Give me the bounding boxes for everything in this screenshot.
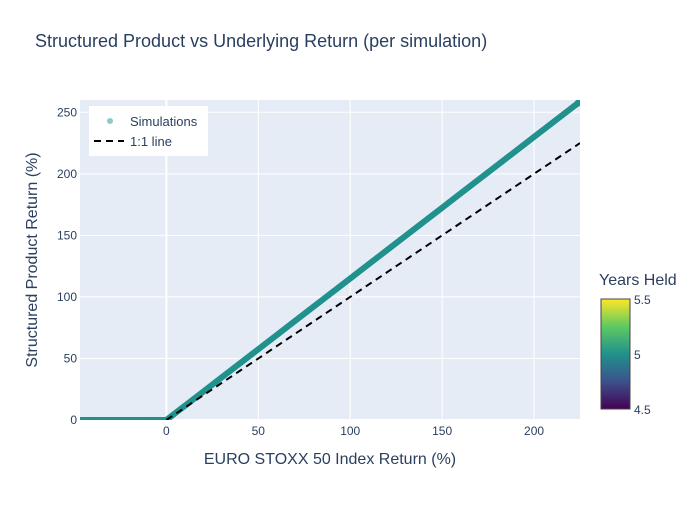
plot-data xyxy=(80,100,580,420)
legend-box xyxy=(89,106,208,156)
y-tick-label: 250 xyxy=(57,105,77,119)
y-tick-label: 50 xyxy=(64,351,78,365)
y-tick-label: 100 xyxy=(57,290,77,304)
x-tick-label: 0 xyxy=(163,424,170,438)
reference-line-1to1 xyxy=(165,142,580,420)
colorbar-tick-label: 5 xyxy=(634,348,641,362)
legend-label-simulations: Simulations xyxy=(130,114,198,129)
x-tick-label: 150 xyxy=(432,424,452,438)
y-tick-label: 150 xyxy=(57,228,77,242)
x-tick-label: 50 xyxy=(252,424,266,438)
chart-title: Structured Product vs Underlying Return … xyxy=(35,31,488,51)
colorbar-title: Years Held xyxy=(599,272,677,289)
legend-label-1to1: 1:1 line xyxy=(130,134,172,149)
y-tick-label: 0 xyxy=(70,413,77,427)
colorbar xyxy=(600,298,631,410)
x-axis-title: EURO STOXX 50 Index Return (%) xyxy=(204,451,456,468)
y-tick-label: 200 xyxy=(57,167,77,181)
legend-marker-simulations xyxy=(107,118,113,124)
y-axis-title: Structured Product Return (%) xyxy=(24,152,41,367)
x-tick-label: 100 xyxy=(340,424,360,438)
x-tick-label: 200 xyxy=(524,424,544,438)
simulation-point xyxy=(574,100,580,107)
colorbar-tick-label: 4.5 xyxy=(634,403,651,417)
legend: Simulations 1:1 line xyxy=(89,106,208,156)
colorbar-tick-label: 5.5 xyxy=(634,293,651,307)
